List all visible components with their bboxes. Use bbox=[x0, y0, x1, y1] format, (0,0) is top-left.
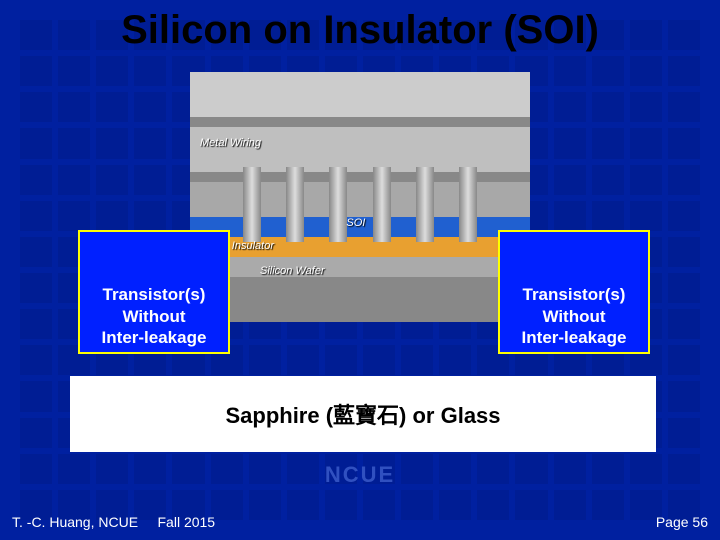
footer-left: T. -C. Huang, NCUE Fall 2015 bbox=[12, 514, 215, 530]
footer-term: Fall 2015 bbox=[158, 514, 216, 530]
sapphire-substrate-label: Sapphire (藍寶石) or Glass bbox=[70, 376, 656, 452]
transistor-line3: Inter-leakage bbox=[500, 327, 648, 348]
page-title: Silicon on Insulator (SOI) bbox=[0, 8, 720, 53]
transistor-box-left: Transistor(s) Without Inter-leakage bbox=[78, 230, 230, 354]
label-silicon-wafer: Silicon Wafer bbox=[260, 265, 325, 277]
soi-micrograph: Metal Wiring SOI Oxide Insulator Silicon… bbox=[190, 72, 530, 322]
transistor-box-right: Transistor(s) Without Inter-leakage bbox=[498, 230, 650, 354]
transistor-line2: Without bbox=[80, 306, 228, 327]
footer-right: Page 56 bbox=[656, 514, 708, 530]
sapphire-text: Sapphire (藍寶石) or Glass bbox=[225, 398, 500, 430]
label-metal-wiring: Metal Wiring bbox=[200, 137, 261, 149]
ncue-watermark: NCUE bbox=[0, 462, 720, 488]
wire-columns bbox=[190, 167, 530, 242]
footer-author: T. -C. Huang, NCUE bbox=[12, 514, 138, 530]
transistor-line1: Transistor(s) bbox=[80, 284, 228, 305]
transistor-line1: Transistor(s) bbox=[500, 284, 648, 305]
label-soi: SOI bbox=[346, 217, 365, 229]
transistor-line3: Inter-leakage bbox=[80, 327, 228, 348]
transistor-line2: Without bbox=[500, 306, 648, 327]
